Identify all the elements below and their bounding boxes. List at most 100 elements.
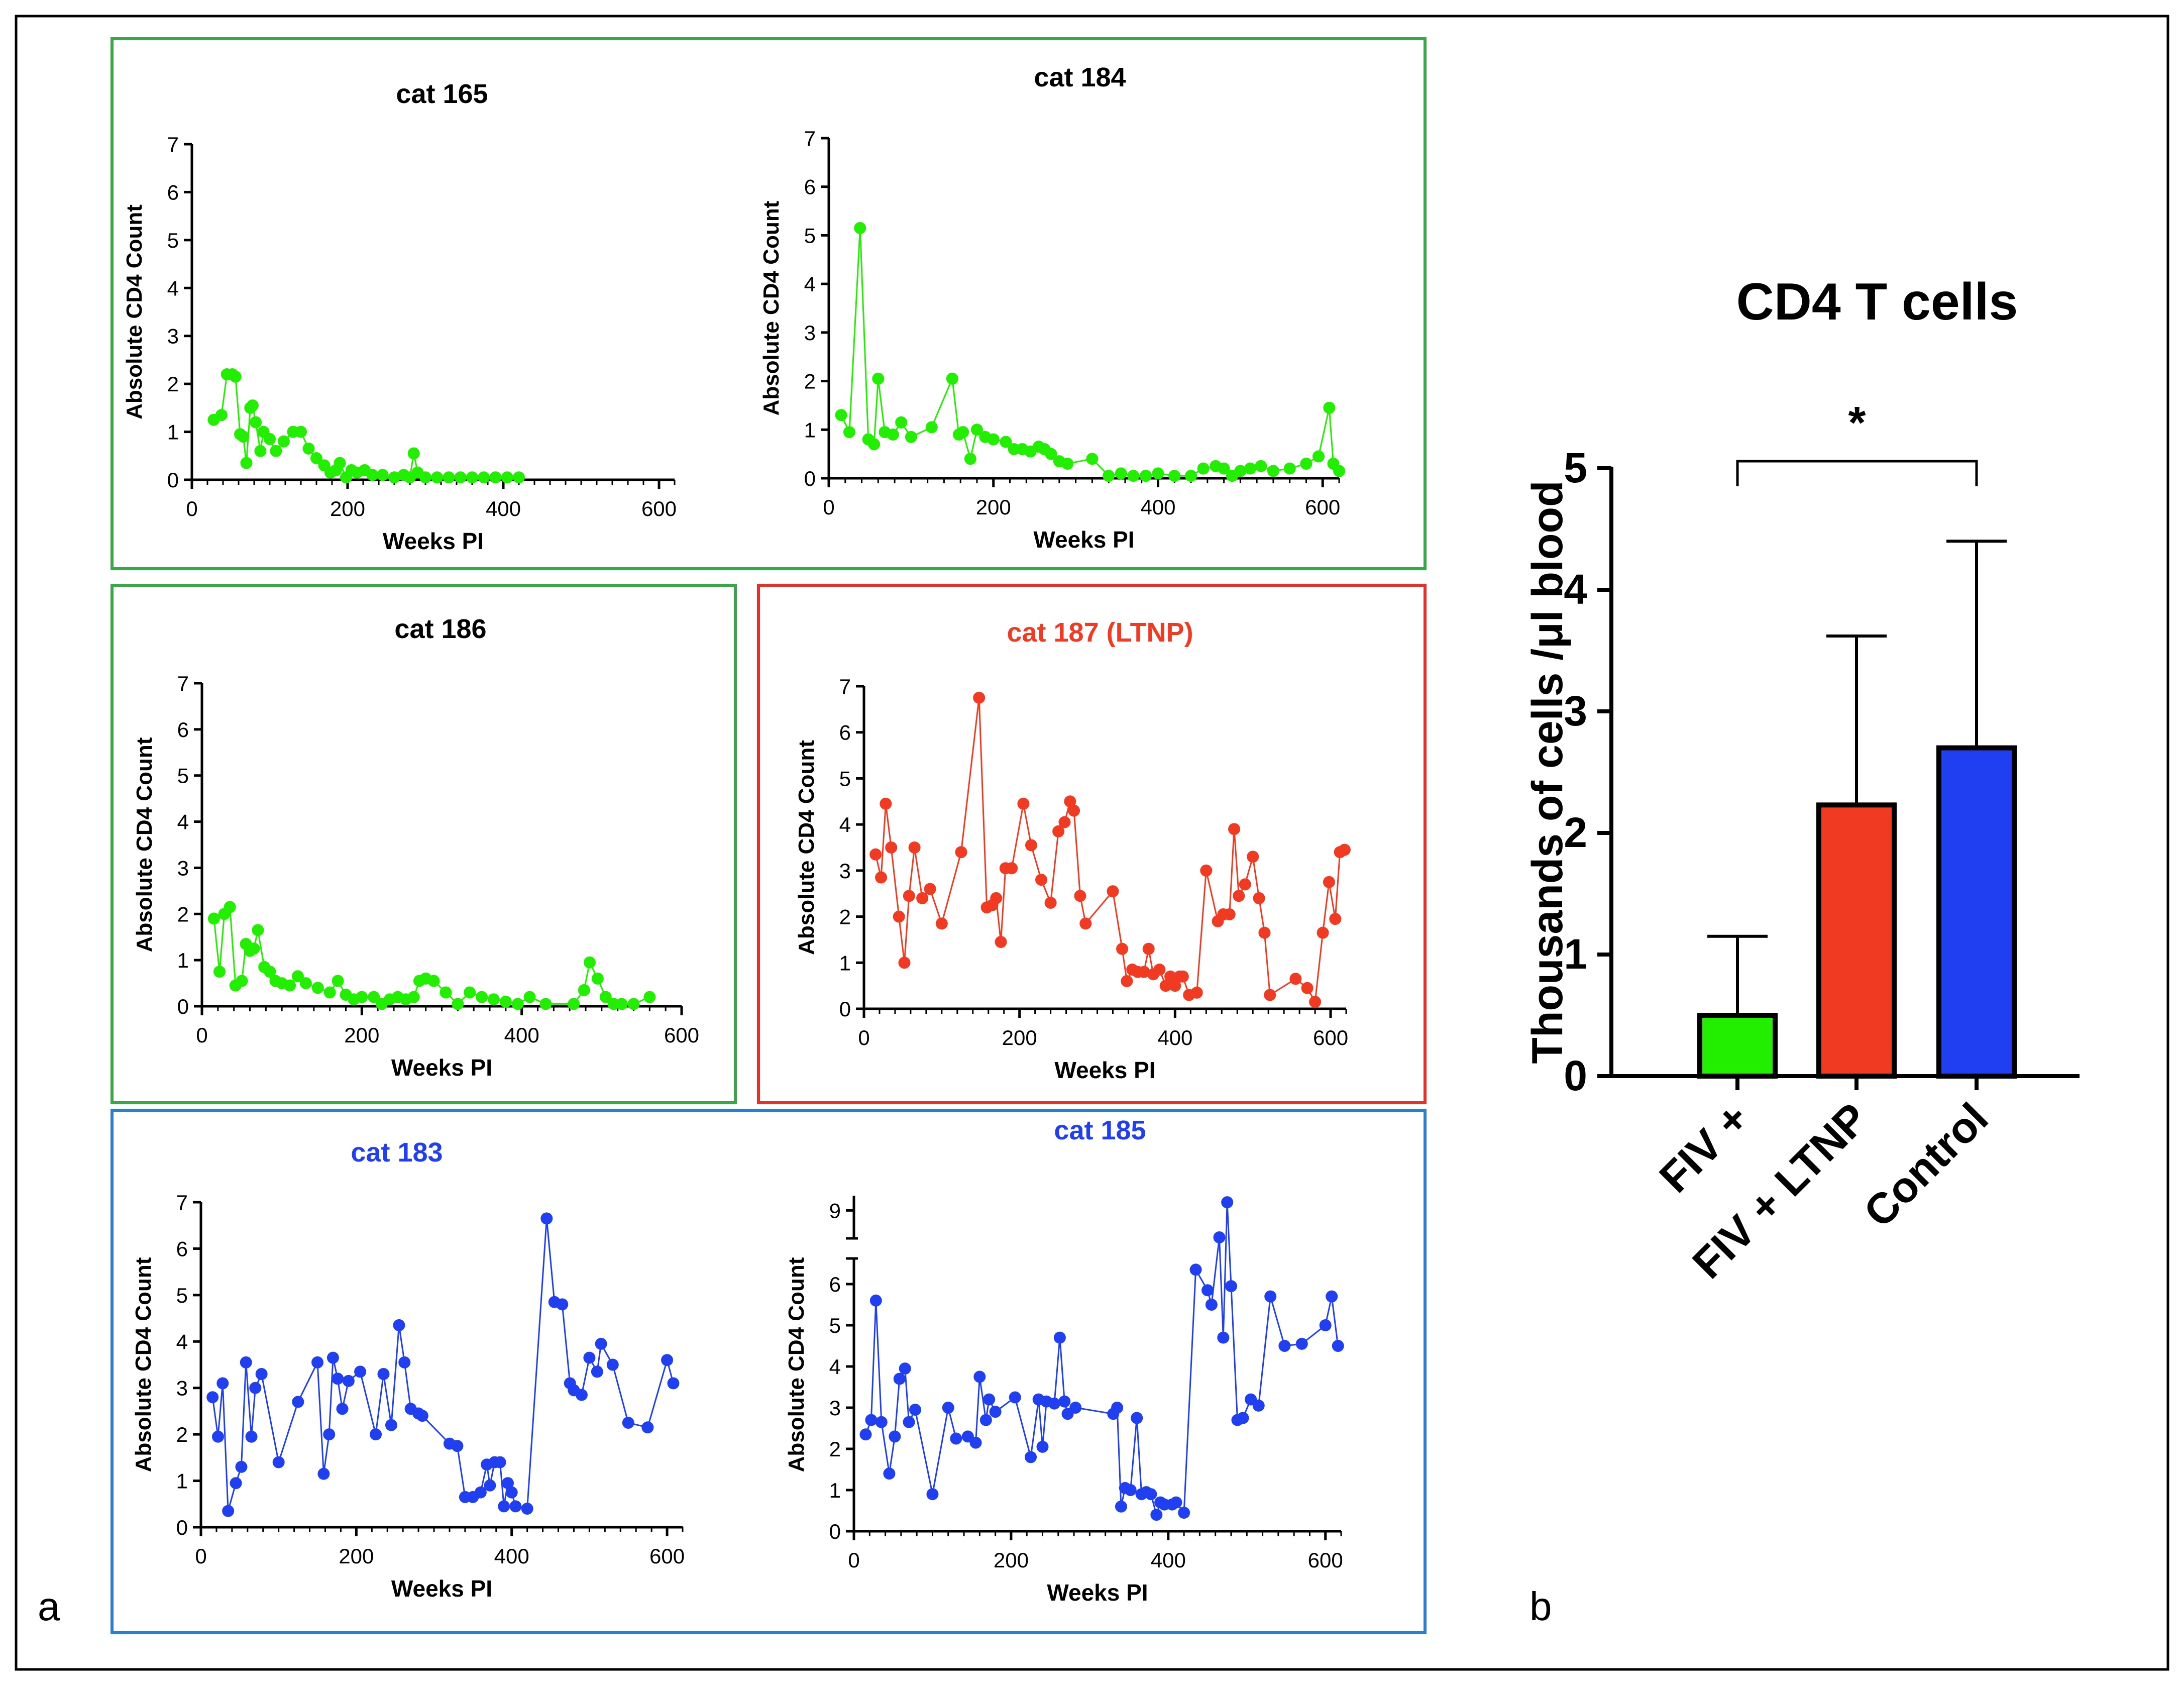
y-tick-label: 3 [804, 321, 816, 345]
data-point [1145, 1488, 1157, 1501]
data-point [1138, 966, 1150, 978]
data-point [1150, 1509, 1163, 1521]
chart-cat165: cat 165 0 1 2 3 4 5 6 7 0 200 400 600 Weeks PI Absolut… [122, 79, 677, 554]
data-point [854, 222, 866, 234]
data-point [1225, 1280, 1237, 1293]
data-point [909, 1404, 922, 1416]
data-point [1086, 453, 1099, 465]
data-point [868, 438, 881, 451]
data-point [1025, 839, 1037, 852]
data-point [1153, 964, 1166, 976]
data-point [252, 924, 264, 936]
data-point [1313, 450, 1325, 463]
y-tick-label: 0 [167, 468, 179, 492]
series-line [865, 1202, 1339, 1518]
x-tick-label: 0 [196, 1023, 207, 1047]
data-point [440, 986, 452, 999]
x-tick-label: 600 [649, 1544, 685, 1568]
y-tick-label: 4 [177, 810, 189, 834]
data-point [1329, 913, 1342, 925]
y-tick-label: 5 [177, 764, 189, 788]
data-point [240, 1356, 252, 1368]
data-point [292, 1396, 304, 1408]
x-tick-label: 200 [339, 1544, 374, 1568]
data-point [889, 1430, 901, 1443]
data-point [398, 1356, 411, 1368]
x-tick-label: 0 [186, 497, 197, 520]
chart-cat185: cat 185 0 1 2 3 4 5 6 9 0 200 400 600 Weeks PI Absolut… [784, 1115, 1344, 1606]
data-point [230, 1477, 242, 1490]
data-point [895, 416, 908, 429]
y-tick-label: 0 [804, 467, 816, 490]
bar [1697, 1013, 1778, 1079]
data-point [643, 991, 656, 1003]
data-point [1278, 1340, 1291, 1352]
y-tick-label: 2 [167, 372, 179, 396]
x-axis-label: Weeks PI [1033, 526, 1134, 553]
data-point [452, 998, 464, 1010]
data-point [1036, 1440, 1049, 1453]
data-point [249, 1382, 262, 1394]
data-point [995, 936, 1007, 948]
x-tick-label: 200 [344, 1023, 379, 1047]
data-point [494, 1456, 506, 1468]
data-point [1058, 1395, 1071, 1408]
y-tick-label: 3 [829, 1396, 841, 1420]
data-point [622, 1417, 634, 1429]
data-point [1159, 980, 1172, 992]
data-point [970, 424, 983, 436]
x-tick-label: 400 [1151, 1548, 1186, 1572]
data-point [354, 1365, 367, 1378]
y-tick-label: 3 [839, 859, 851, 883]
chart-title: cat 184 [1034, 62, 1126, 92]
data-point [407, 447, 420, 460]
data-point [859, 1428, 872, 1441]
x-tick-label: 0 [195, 1544, 206, 1568]
data-point [1233, 890, 1245, 902]
data-point [388, 471, 400, 484]
data-point [311, 982, 324, 994]
data-point [1217, 1331, 1230, 1344]
data-point [336, 1403, 349, 1415]
data-point [983, 1393, 996, 1406]
data-point [964, 453, 976, 465]
data-point [255, 1367, 268, 1380]
data-point [1115, 1500, 1127, 1513]
data-point [969, 1436, 982, 1449]
data-point [332, 975, 344, 987]
data-point [501, 1477, 514, 1490]
data-point [501, 471, 513, 484]
data-point [431, 471, 444, 484]
x-axis-label: Weeks PI [391, 1575, 492, 1602]
x-tick-label: 0 [823, 495, 834, 519]
data-point [474, 1486, 487, 1499]
y-tick-label: 2 [829, 1437, 841, 1461]
y-tick-label: 4 [1564, 566, 1587, 613]
bar [1936, 745, 2017, 1079]
x-tick-label: 200 [330, 497, 365, 520]
x-tick-label: 200 [976, 495, 1011, 519]
data-point [893, 1373, 906, 1385]
data-point [887, 428, 899, 441]
x-tick-label: 400 [1157, 1026, 1192, 1049]
data-point [1317, 926, 1329, 939]
data-point [292, 970, 304, 983]
data-point [484, 1479, 496, 1492]
x-tick-label: 200 [1002, 1026, 1037, 1049]
data-point [1079, 917, 1092, 930]
data-point [575, 1389, 588, 1401]
data-point [875, 871, 888, 884]
data-point [229, 370, 242, 383]
data-point [240, 457, 253, 469]
data-point [1025, 1451, 1037, 1463]
x-tick-label: 400 [486, 497, 521, 520]
data-point [245, 1430, 258, 1443]
significance-bracket [1736, 460, 1978, 486]
y-tick-label: 1 [839, 951, 851, 975]
data-point [1332, 1340, 1344, 1352]
data-point [905, 431, 917, 443]
data-point [277, 435, 290, 448]
data-point [1131, 1412, 1143, 1424]
y-tick-label: 1 [176, 1469, 188, 1493]
data-point [513, 471, 525, 484]
